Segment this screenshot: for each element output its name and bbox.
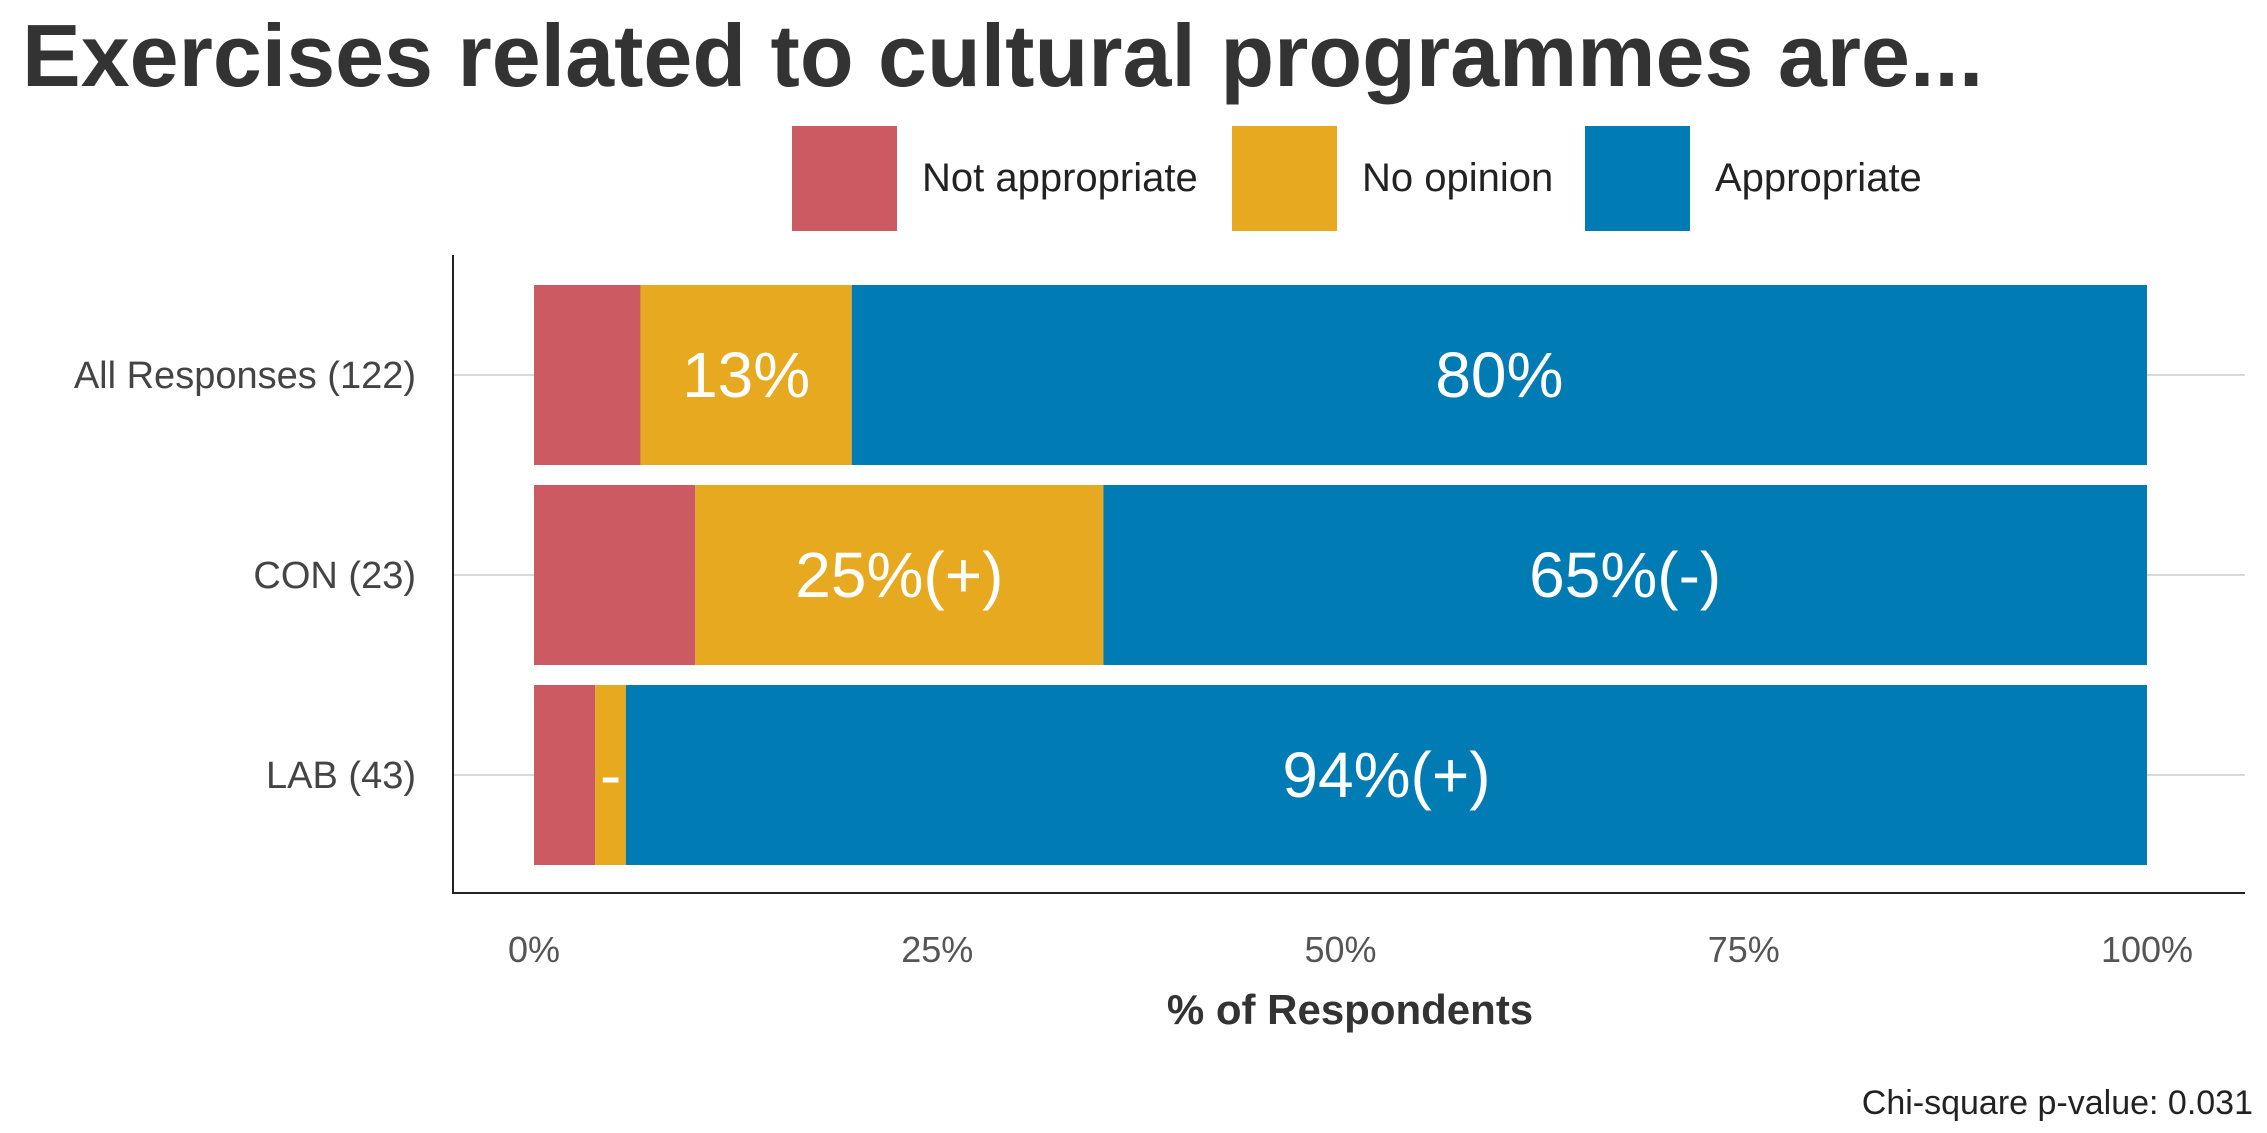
category-label: CON (23) — [253, 555, 416, 597]
legend-label-no-opinion: No opinion — [1362, 156, 1553, 200]
legend-swatch-not-appropriate — [792, 126, 897, 231]
data-label: - — [600, 739, 621, 811]
bar-no-opinion-con-23 — [695, 485, 1104, 665]
bar-appropriate-all-responses-122 — [851, 285, 2147, 465]
bar-not-appropriate-lab-43 — [534, 685, 596, 865]
x-tick-label: 0% — [508, 929, 560, 970]
x-axis-label: % of Respondents — [1167, 986, 1533, 1033]
legend-swatch-appropriate — [1585, 126, 1690, 231]
legend-swatch-no-opinion — [1232, 126, 1337, 231]
chart-title: Exercises related to cultural programmes… — [22, 6, 1984, 105]
data-label: 65%(-) — [1529, 539, 1721, 611]
y-tick-labels: All Responses (122) CON (23) LAB (43) — [74, 355, 416, 797]
data-label: 80% — [1435, 339, 1563, 411]
bar-appropriate-con-23 — [1103, 485, 2147, 665]
bar-no-opinion-lab-43 — [595, 685, 626, 865]
x-tick-label: 50% — [1304, 929, 1376, 970]
axes — [452, 255, 2245, 894]
legend: Not appropriate No opinion Appropriate — [792, 126, 1922, 231]
bars: 13% 80% 25%(+) 65%(-) - 94%(+) — [534, 285, 2148, 865]
x-tick-labels: 0% 25% 50% 75% 100% — [508, 929, 2193, 970]
bar-not-appropriate-con-23 — [534, 485, 696, 665]
data-label: 94%(+) — [1282, 739, 1490, 811]
data-label: 13% — [682, 339, 810, 411]
bar-no-opinion-all-responses-122 — [640, 285, 852, 465]
category-label: LAB (43) — [266, 755, 416, 797]
x-tick-label: 100% — [2101, 929, 2193, 970]
chi-square-footnote: Chi-square p-value: 0.031 — [1861, 1084, 2253, 1122]
x-tick-label: 75% — [1708, 929, 1780, 970]
legend-label-not-appropriate: Not appropriate — [922, 156, 1198, 200]
data-label: 25%(+) — [795, 539, 1003, 611]
category-label: All Responses (122) — [74, 355, 416, 397]
x-tick-label: 25% — [901, 929, 973, 970]
bar-not-appropriate-all-responses-122 — [534, 285, 641, 465]
bar-appropriate-lab-43 — [625, 685, 2148, 865]
legend-label-appropriate: Appropriate — [1715, 156, 1922, 200]
